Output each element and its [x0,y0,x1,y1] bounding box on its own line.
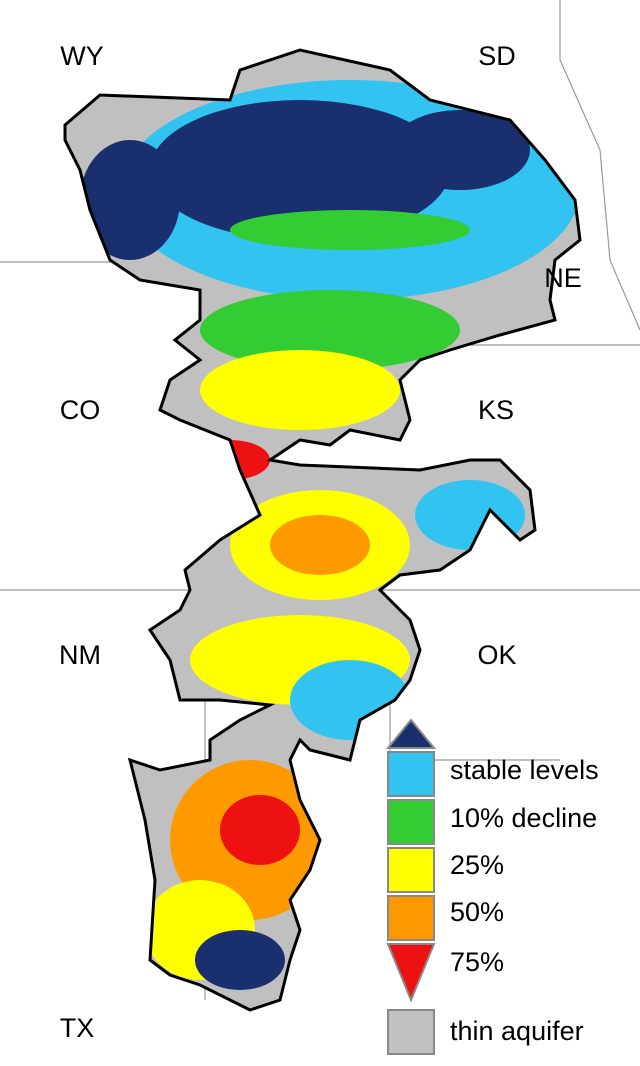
state-label: TX [60,1013,95,1043]
state-label: NM [59,640,101,670]
legend: stable levels 10% decline 25% 50% 75% thin aq… [385,718,599,1055]
legend-swatch [387,1009,435,1055]
legend-label: 75% [450,947,504,977]
state-label: CO [60,395,101,425]
legend-label: 25% [450,850,504,880]
legend-label: 10% decline [450,803,597,833]
labels: WY SD NE CO KS NM OK TX [59,41,582,1043]
state-label: WY [60,41,104,71]
legend-swatch [385,718,437,749]
state-label: SD [478,41,516,71]
legend-swatch [387,895,435,941]
state-label: OK [477,640,516,670]
legend-label: stable levels [450,755,599,785]
legend-label: 50% [450,897,504,927]
state-label: NE [544,263,582,293]
legend-swatch [387,847,435,893]
legend-swatch [387,751,435,797]
legend-swatch [386,943,436,1003]
legend-swatch [387,799,435,845]
state-label: KS [478,395,514,425]
legend-label: thin aquifer [450,1016,584,1046]
